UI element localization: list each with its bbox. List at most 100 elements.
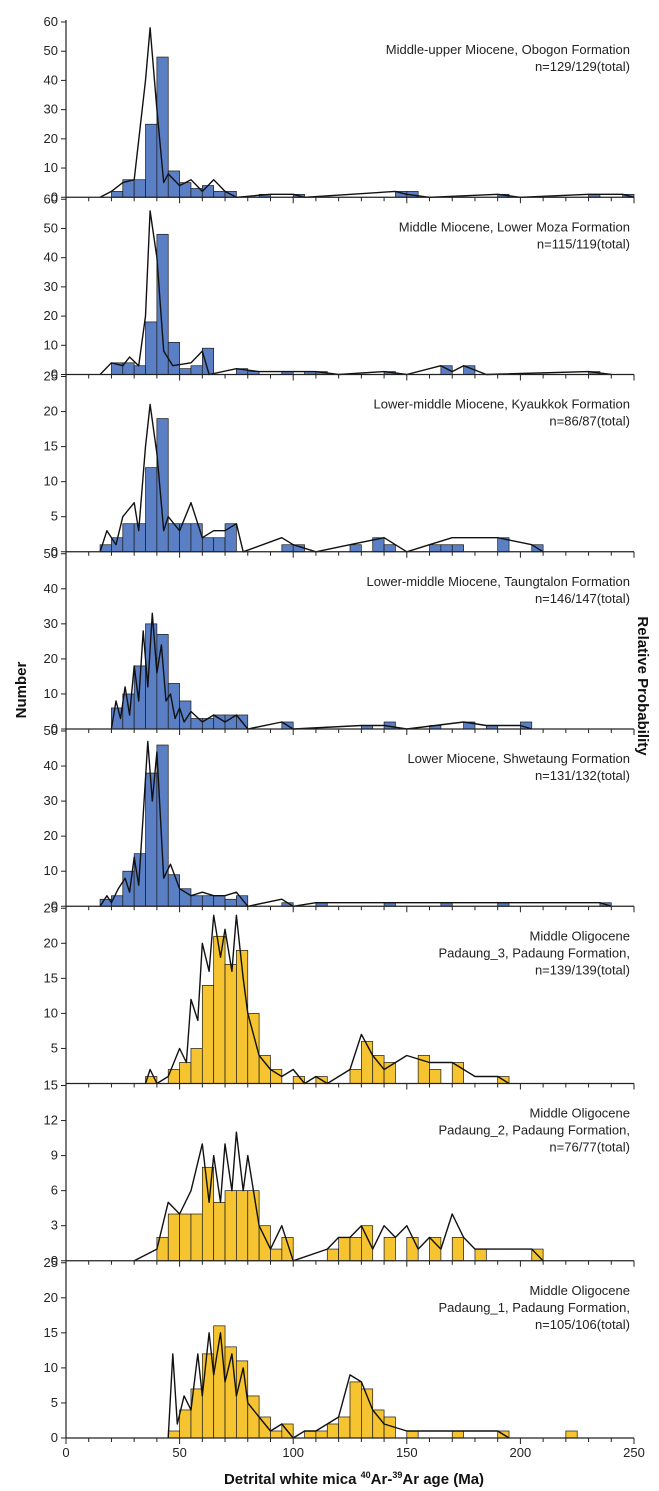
y-tick-label: 10 bbox=[44, 686, 58, 701]
panel-label: n=115/119(total) bbox=[537, 236, 630, 251]
histogram-bar bbox=[326, 1423, 339, 1439]
histogram-bar bbox=[429, 544, 442, 553]
histogram-bar bbox=[213, 537, 226, 553]
y-tick-label: 3 bbox=[51, 1218, 58, 1233]
histogram-bar bbox=[201, 895, 215, 907]
y-tick-label: 10 bbox=[44, 863, 58, 878]
histogram-bar bbox=[349, 544, 362, 553]
histogram-bar bbox=[156, 744, 169, 907]
histogram-bar bbox=[349, 1237, 362, 1262]
histogram-bar bbox=[213, 1201, 226, 1262]
x-tick-label: 150 bbox=[396, 1445, 418, 1460]
y-tick-label: 50 bbox=[44, 220, 58, 235]
panel-label: Middle Oligocene bbox=[530, 1106, 630, 1121]
histogram-bar bbox=[440, 544, 453, 553]
y-tick-label: 20 bbox=[44, 308, 58, 323]
histogram-bar bbox=[247, 1395, 260, 1439]
y-tick-label: 20 bbox=[44, 1290, 58, 1305]
panel-7: 0 3 6 9 12 15 Middle Oligocene Padaung_2, Padau… bbox=[44, 1078, 635, 1268]
y-tick-label: 0 bbox=[51, 721, 58, 736]
y-tick-label: 10 bbox=[44, 1360, 58, 1375]
histogram-bar bbox=[190, 365, 203, 375]
histogram-bar bbox=[338, 1416, 351, 1439]
histogram-bar bbox=[156, 418, 169, 553]
x-tick-label: 250 bbox=[623, 1445, 645, 1460]
panel-6: 5 10 15 20 25 Middle Oligocene Padaung_3, Pada… bbox=[44, 900, 635, 1090]
histogram-bar bbox=[258, 1055, 271, 1084]
y-tick-label: 9 bbox=[51, 1148, 58, 1163]
histogram-bar bbox=[201, 985, 215, 1084]
panel-label: Padaung_1, Padaung Formation, bbox=[438, 1300, 630, 1315]
y-tick-label: 50 bbox=[44, 546, 58, 561]
y-tick-label: 15 bbox=[44, 970, 58, 985]
y-tick-label: 5 bbox=[51, 1395, 58, 1410]
panel-4: 0 10 20 30 40 50 Lower-middle Miocene, Taungta… bbox=[44, 546, 635, 736]
histogram-bar bbox=[224, 714, 237, 730]
panel-1: 0 10 20 30 40 50 60 Middle-upper Miocene, Obogo… bbox=[44, 14, 635, 204]
histogram-bar bbox=[372, 1055, 385, 1084]
histogram-bar bbox=[145, 123, 158, 198]
x-axis: 0 50 100 150 200 250 bbox=[62, 1445, 644, 1460]
y-tick-label: 50 bbox=[44, 723, 58, 738]
histogram-bar bbox=[179, 1213, 192, 1262]
panel-label: Padaung_2, Padaung Formation, bbox=[438, 1123, 630, 1138]
y-tick-label: 6 bbox=[51, 1183, 58, 1198]
panel-label: Lower-middle Miocene, Kyaukkok Formation bbox=[374, 397, 631, 412]
histogram-bar bbox=[383, 1237, 396, 1262]
probability-curve bbox=[110, 612, 533, 730]
histogram-bar bbox=[383, 544, 396, 553]
histogram-bar bbox=[133, 523, 146, 553]
panel-label: n=76/77(total) bbox=[549, 1140, 630, 1155]
histogram-bar bbox=[372, 1409, 385, 1439]
y-tick-label: 10 bbox=[44, 160, 58, 175]
histogram-bar bbox=[190, 523, 203, 553]
probability-curve bbox=[99, 27, 635, 198]
histogram-bar bbox=[361, 1225, 374, 1262]
histogram-bar bbox=[429, 1237, 442, 1262]
histogram-bar bbox=[190, 1213, 203, 1262]
y-tick-label: 25 bbox=[44, 369, 58, 384]
histogram-bar bbox=[133, 179, 146, 198]
x-tick-label: 50 bbox=[172, 1445, 186, 1460]
histogram-bar bbox=[167, 874, 180, 907]
panel-label: n=131/132(total) bbox=[535, 768, 630, 783]
probability-curve bbox=[133, 1131, 544, 1262]
histogram-bar bbox=[474, 1248, 487, 1262]
histogram-bar bbox=[349, 1069, 362, 1084]
panel-8: 0 5 10 15 20 25 Middle Oligocene Padaung_1, Pad… bbox=[44, 1255, 635, 1445]
histogram-bar bbox=[429, 1069, 442, 1084]
histogram-bar bbox=[315, 1430, 328, 1439]
histogram-bar bbox=[451, 544, 464, 553]
histogram-bar bbox=[156, 634, 169, 730]
y-tick-label: 60 bbox=[44, 14, 58, 29]
histogram-bar bbox=[213, 191, 226, 198]
y-tick-label: 30 bbox=[44, 279, 58, 294]
probability-curve bbox=[99, 210, 612, 376]
right-axis-title: Relative Probability bbox=[634, 616, 651, 756]
y-tick-label: 25 bbox=[44, 900, 58, 915]
y-tick-label: 0 bbox=[51, 1253, 58, 1268]
y-tick-label: 30 bbox=[44, 102, 58, 117]
panel-label: Padaung_3, Padaung Formation, bbox=[438, 945, 630, 960]
panel-label: n=86/87(total) bbox=[549, 414, 630, 429]
histogram-bar bbox=[451, 1430, 464, 1439]
histogram-bar bbox=[156, 233, 169, 375]
y-axis-title: Number bbox=[13, 662, 30, 719]
y-tick-label: 20 bbox=[44, 651, 58, 666]
y-tick-label: 5 bbox=[51, 509, 58, 524]
histogram-bar bbox=[236, 1190, 249, 1262]
histogram-bar bbox=[224, 963, 237, 1084]
histogram-bar bbox=[145, 467, 158, 553]
y-tick-label: 20 bbox=[44, 131, 58, 146]
histogram-bar bbox=[111, 191, 124, 198]
panel-2: 0 10 20 30 40 50 60 Middle Miocene, Lower Moza … bbox=[44, 191, 635, 382]
histogram-bar bbox=[179, 1409, 192, 1439]
histogram-bar bbox=[565, 1430, 578, 1439]
histogram-bar bbox=[406, 1430, 419, 1439]
probability-curve bbox=[99, 740, 612, 907]
y-tick-label: 10 bbox=[44, 474, 58, 489]
y-tick-label: 12 bbox=[44, 1113, 58, 1128]
y-tick-label: 0 bbox=[51, 367, 58, 382]
histogram-bar bbox=[167, 1213, 180, 1262]
